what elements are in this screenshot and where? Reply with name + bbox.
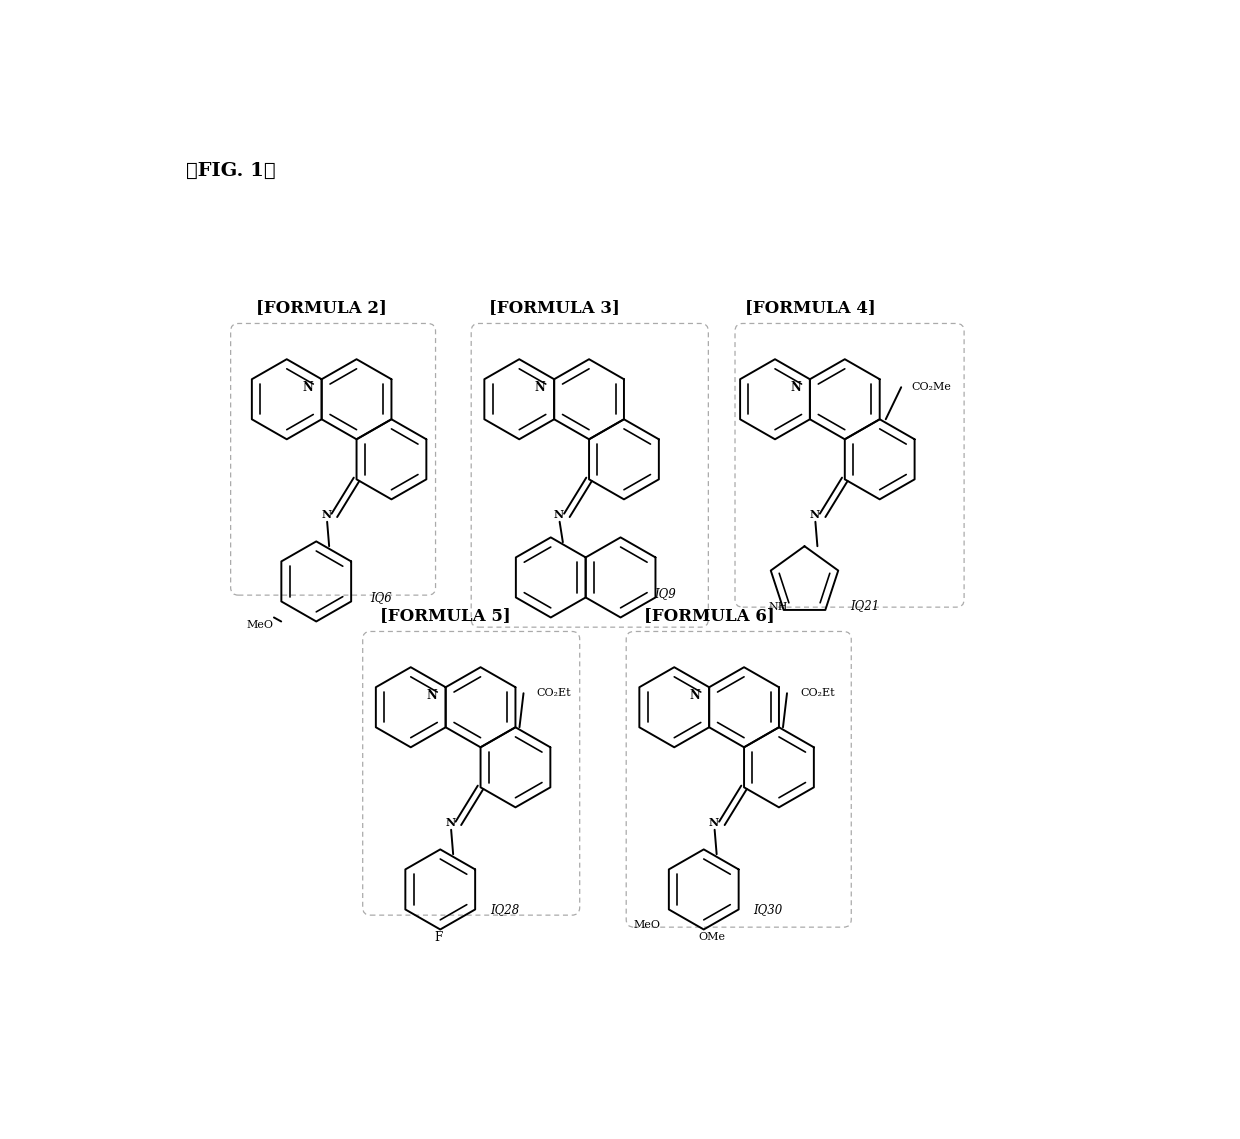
Text: CO₂Me: CO₂Me bbox=[911, 383, 951, 392]
Text: 《FIG. 1》: 《FIG. 1》 bbox=[186, 162, 275, 180]
Text: IQ9: IQ9 bbox=[653, 587, 676, 600]
Text: F: F bbox=[434, 931, 443, 944]
Text: IQ28: IQ28 bbox=[490, 903, 520, 916]
Text: [FORMULA 2]: [FORMULA 2] bbox=[257, 298, 387, 316]
Text: N: N bbox=[810, 509, 820, 521]
Text: N: N bbox=[303, 380, 312, 394]
Text: OMe: OMe bbox=[698, 933, 725, 942]
Text: N: N bbox=[427, 689, 436, 702]
Text: [FORMULA 3]: [FORMULA 3] bbox=[489, 298, 620, 316]
Text: N: N bbox=[709, 817, 719, 828]
Text: MeO: MeO bbox=[634, 920, 661, 931]
Text: MeO: MeO bbox=[247, 621, 273, 631]
Text: N: N bbox=[554, 509, 564, 521]
Text: NH: NH bbox=[769, 603, 789, 613]
Text: N: N bbox=[689, 689, 701, 702]
Text: CO₂Et: CO₂Et bbox=[537, 688, 572, 698]
Text: [FORMULA 4]: [FORMULA 4] bbox=[744, 298, 875, 316]
Text: N: N bbox=[791, 380, 801, 394]
Text: CO₂Et: CO₂Et bbox=[800, 688, 835, 698]
Text: N: N bbox=[534, 380, 546, 394]
Text: [FORMULA 6]: [FORMULA 6] bbox=[644, 607, 775, 624]
Text: IQ21: IQ21 bbox=[851, 599, 879, 612]
Text: IQ6: IQ6 bbox=[370, 591, 392, 604]
Text: IQ30: IQ30 bbox=[754, 903, 782, 916]
Text: [FORMULA 5]: [FORMULA 5] bbox=[381, 607, 511, 624]
Text: N: N bbox=[321, 509, 331, 521]
Text: N: N bbox=[445, 817, 455, 828]
